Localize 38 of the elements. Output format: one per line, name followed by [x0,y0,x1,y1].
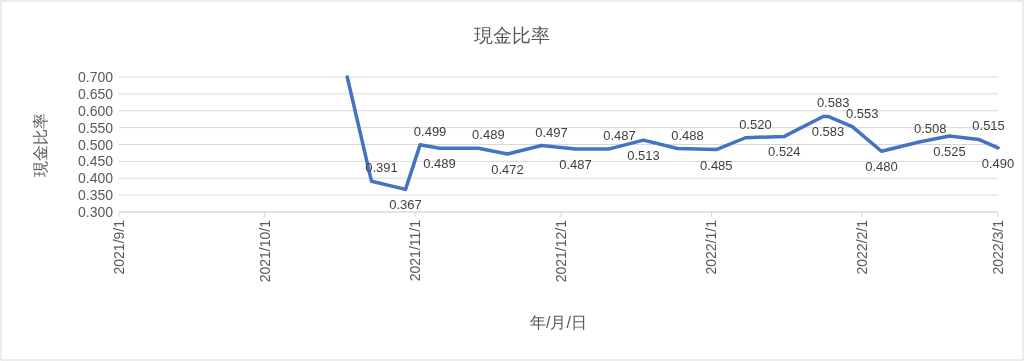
x-axis-title: 年/月/日 [530,314,587,331]
data-label: 0.472 [491,161,524,177]
data-label: 0.499 [413,123,447,139]
y-tick-label: 0.700 [77,69,114,85]
y-tick-label: 0.300 [77,204,114,220]
data-label: 0.487 [559,156,592,172]
data-label: 0.508 [914,120,947,136]
y-tick-label: 0.400 [77,170,114,187]
x-tick-label: 2021/11/1 [407,219,424,282]
x-tick-label: 2022/3/1 [990,219,1006,275]
y-tick-label: 0.350 [77,187,114,204]
data-label: 0.497 [535,124,568,140]
x-tick-label: 2021/10/1 [256,219,273,283]
title: 現金比率 [474,25,550,46]
data-label: 0.367 [389,197,422,213]
data-label: 0.520 [739,116,772,132]
data-label: 0.490 [981,155,1015,171]
y-axis-title: 現金比率 [32,112,49,177]
y-tick-label: 0.550 [77,119,114,136]
y-tick-label: 0.500 [77,136,114,153]
x-tick-label: 2021/9/1 [111,219,127,275]
data-label: 0.515 [972,118,1005,134]
data-label: 0.524 [768,144,801,160]
y-tick-label: 0.600 [77,102,114,119]
data-label: 0.489 [423,156,456,172]
data-label: 0.583 [811,124,845,140]
y-tick-label: 0.450 [77,153,114,170]
y-tick-label: 0.650 [77,85,114,102]
data-label: 0.480 [865,159,898,175]
data-label: 0.489 [472,127,505,143]
data-label: 0.525 [933,144,966,160]
data-label: 0.513 [627,148,660,164]
x-tick-label: 2021/12/1 [552,219,569,283]
x-tick-label: 2022/2/1 [854,219,871,275]
data-label: 0.485 [700,157,733,173]
x-tick-label: 2022/1/1 [703,219,720,275]
data-label: 0.488 [671,127,704,143]
data-label: 0.487 [603,127,636,143]
